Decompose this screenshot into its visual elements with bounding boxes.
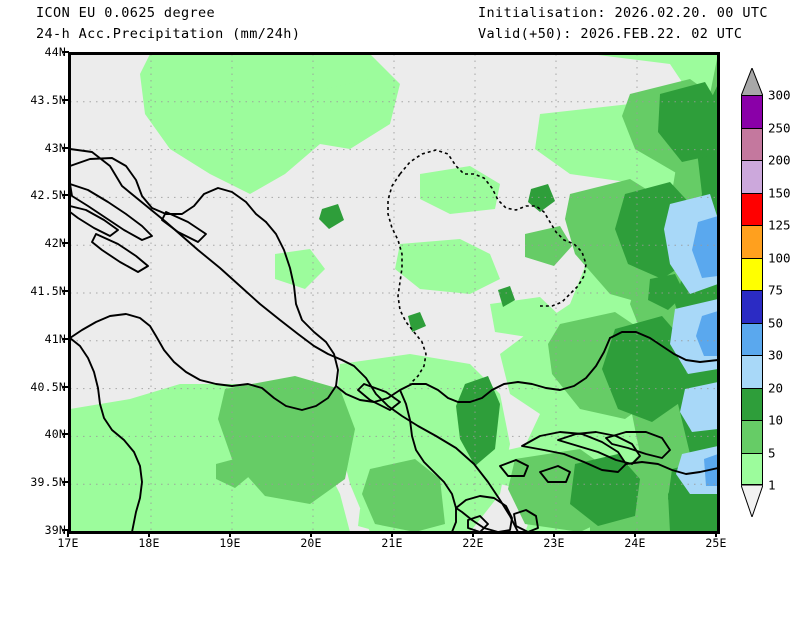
lon-tick-label: 22E (462, 536, 484, 550)
initialisation-text: Initialisation: 2026.02.20. 00 UTC (478, 5, 768, 21)
lat-tick-mark (62, 337, 69, 340)
colorbar-tick-label: 125 (768, 217, 791, 233)
colorbar-tick-label: 100 (768, 250, 791, 265)
lon-tick-label: 25E (705, 536, 727, 550)
colorbar-tick-label: 300 (768, 87, 791, 103)
lat-tick-label: 43N (44, 140, 66, 155)
map-frame (68, 52, 720, 534)
lon-tick-mark (391, 531, 393, 537)
lon-tick-label: 23E (543, 536, 565, 550)
lat-tick-label: 39.5N (30, 475, 66, 490)
colorbar-band (741, 322, 763, 355)
lon-tick-mark (229, 531, 231, 537)
lat-tick-label: 43.5N (30, 92, 66, 107)
colorbar-band (741, 452, 763, 485)
colorbar-band (741, 355, 763, 388)
valid-time-text: Valid(+50): 2026.FEB.22. 02 UTC (478, 26, 743, 42)
lat-tick-label: 40.5N (30, 379, 66, 394)
lat-tick-label: 39N (44, 523, 66, 537)
lat-tick-mark (62, 51, 69, 53)
lat-tick-mark (62, 290, 69, 292)
lat-tick-mark (62, 529, 69, 531)
lat-tick-mark (62, 146, 69, 149)
colorbar-band (741, 127, 763, 160)
lat-tick-mark (62, 194, 69, 197)
lon-tick-label: 20E (300, 536, 322, 550)
lat-tick-mark (62, 98, 69, 101)
colorbar-tick-label: 250 (768, 120, 791, 135)
colorbar-tick-label: 1 (768, 477, 776, 493)
lat-tick-mark (62, 433, 69, 436)
lon-tick-mark (67, 531, 69, 537)
field-name-text: 24-h Acc.Precipitation (mm/24h) (36, 26, 301, 42)
colorbar-band (741, 257, 763, 290)
lon-tick-label: 21E (381, 536, 403, 550)
colorbar-over-arrow (741, 68, 763, 96)
colorbar-tick-label: 50 (768, 315, 784, 330)
colorbar-tick-label: 200 (768, 152, 791, 168)
lon-tick-label: 18E (138, 536, 160, 550)
lat-tick-label: 41N (44, 331, 66, 346)
colorbar-band (741, 387, 763, 420)
lat-tick-label: 42.5N (30, 188, 66, 203)
lon-tick-label: 24E (624, 536, 646, 550)
lon-tick-mark (715, 531, 717, 537)
colorbar-tick-label: 10 (768, 412, 784, 428)
colorbar-tick-label: 75 (768, 282, 784, 298)
lon-tick-mark (634, 531, 636, 537)
lon-tick-label: 17E (57, 536, 79, 550)
colorbar-band (741, 290, 763, 323)
lat-tick-mark (62, 385, 69, 388)
precipitation-map[interactable] (70, 54, 718, 532)
lat-tick-label: 44N (44, 45, 66, 59)
lat-tick-mark (62, 242, 69, 245)
colorbar-band (741, 192, 763, 225)
lat-tick-mark (62, 481, 69, 484)
lon-tick-mark (472, 531, 474, 537)
model-name-text: ICON EU 0.0625 degree (36, 5, 216, 21)
colorbar-tick-label: 5 (768, 445, 776, 460)
colorbar[interactable]: 300 250 200 150 125 100 75 50 30 20 10 5 1 (741, 88, 791, 493)
colorbar-tick-label: 30 (768, 347, 784, 363)
lat-tick-label: 42N (44, 236, 66, 251)
header-block: ICON EU 0.0625 degree 24-h Acc.Precipita… (0, 0, 800, 46)
colorbar-band (741, 420, 763, 453)
colorbar-band (741, 225, 763, 258)
lon-tick-mark (553, 531, 555, 537)
lon-tick-mark (310, 531, 312, 537)
colorbar-under-arrow (741, 485, 763, 517)
colorbar-band (741, 160, 763, 193)
colorbar-tick-label: 20 (768, 380, 784, 395)
colorbar-band (741, 95, 763, 128)
lon-tick-label: 19E (219, 536, 241, 550)
lat-tick-label: 40N (44, 427, 66, 442)
lat-tick-label: 41.5N (30, 284, 66, 298)
colorbar-tick-label: 150 (768, 185, 791, 200)
lon-tick-mark (148, 531, 150, 537)
